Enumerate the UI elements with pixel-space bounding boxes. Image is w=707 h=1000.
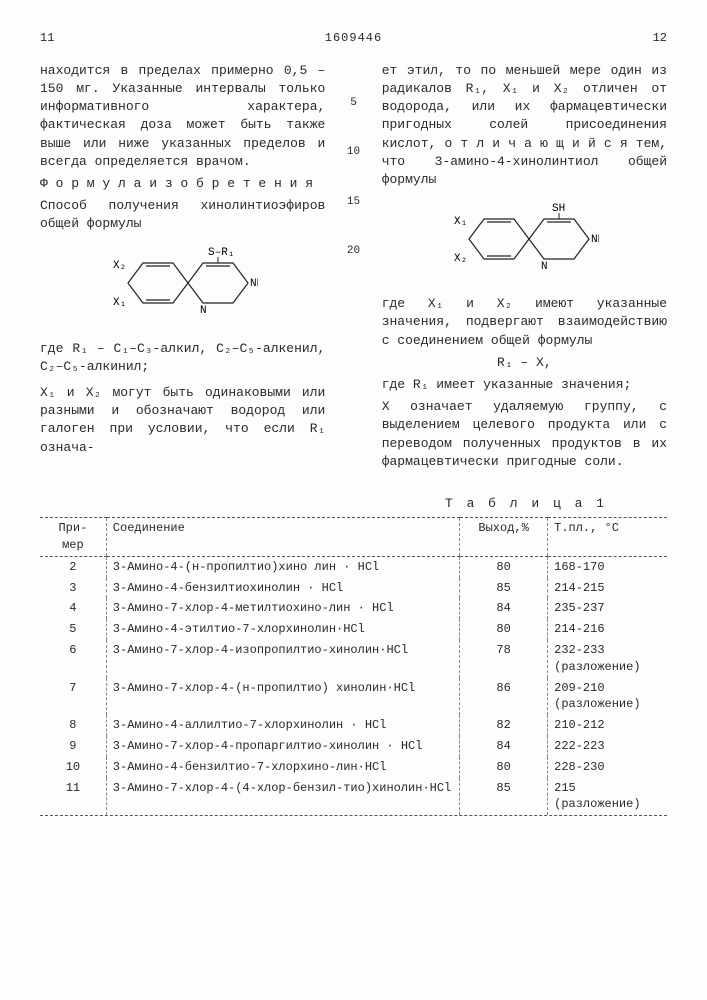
table-cell: 214-215 xyxy=(548,578,667,599)
structural-formula-2: X₁ X₂ SH NH₂ N xyxy=(382,199,667,285)
table-row: 63-Амино-7-хлор-4-изопропилтио-хинолин·H… xyxy=(40,640,667,678)
table-cell: 5 xyxy=(40,619,106,640)
table-cell: 2 xyxy=(40,556,106,577)
ln-10: 10 xyxy=(347,145,360,160)
th-yield: Выход,% xyxy=(460,518,548,557)
table-row: 83-Амино-4-аллилтио-7-хлорхинолин · HCl8… xyxy=(40,715,667,736)
table-1: При- мер Соединение Выход,% Т.пл., °С 23… xyxy=(40,517,667,815)
table-cell: 3-Амино-4-этилтио-7-хлорхинолин·HCl xyxy=(106,619,459,640)
claim-title: Ф о р м у л а и з о б р е т е н и я xyxy=(40,175,325,193)
mol2-n: N xyxy=(541,261,548,273)
table-cell: 80 xyxy=(460,556,548,577)
mol1-sr: S–R₁ xyxy=(208,247,234,259)
table-1-title: Т а б л и ц а 1 xyxy=(40,495,607,513)
table-cell: 3-Амино-4-бензилтио-7-хлорхино-лин·HCl xyxy=(106,757,459,778)
mol1-x2: X₂ xyxy=(113,260,126,272)
table-cell: 3-Амино-7-хлор-4-метилтиохино-лин · HCl xyxy=(106,598,459,619)
table-1-wrapper: Т а б л и ц а 1 При- мер Соединение Выхо… xyxy=(40,495,667,816)
ln-20: 20 xyxy=(347,244,360,259)
mol1-x1: X₁ xyxy=(113,297,126,309)
table-row: 93-Амино-7-хлор-4-пропаргилтио-хинолин ·… xyxy=(40,736,667,757)
left-where-1: где R₁ – C₁–C₃-алкил, C₂–C₅-алкенил, C₂–… xyxy=(40,340,325,376)
table-cell: 3-Амино-7-хлор-4-(4-хлор-бензил-тио)хино… xyxy=(106,778,459,816)
mol1-n: N xyxy=(200,305,207,317)
table-cell: 214-216 xyxy=(548,619,667,640)
table-cell: 3 xyxy=(40,578,106,599)
mol2-nh2: NH₂ xyxy=(591,234,599,246)
table-cell: 9 xyxy=(40,736,106,757)
mol2-x1: X₁ xyxy=(454,216,467,228)
table-row: 23-Амино-4-(н-пропилтио)хино лин · HCl80… xyxy=(40,556,667,577)
table-cell: 86 xyxy=(460,678,548,716)
page-num-left: 11 xyxy=(40,30,54,47)
table-body: 23-Амино-4-(н-пропилтио)хино лин · HCl80… xyxy=(40,556,667,815)
table-cell: 78 xyxy=(460,640,548,678)
right-where-2: где R₁ имеет указанные значения; xyxy=(382,376,667,394)
table-cell: 3-Амино-4-(н-пропилтио)хино лин · HCl xyxy=(106,556,459,577)
left-para-1: находится в пределах примерно 0,5 – 150 … xyxy=(40,62,325,171)
left-column: находится в пределах примерно 0,5 – 150 … xyxy=(40,62,325,475)
table-row: 43-Амино-7-хлор-4-метилтиохино-лин · HCl… xyxy=(40,598,667,619)
table-cell: 222-223 xyxy=(548,736,667,757)
mol1-nh2: NH₂ xyxy=(250,278,258,290)
table-cell: 3-Амино-4-аллилтио-7-хлорхинолин · HCl xyxy=(106,715,459,736)
table-cell: 82 xyxy=(460,715,548,736)
table-cell: 3-Амино-7-хлор-4-изопропилтио-хинолин·HC… xyxy=(106,640,459,678)
right-formula-r1x: R₁ – X, xyxy=(382,354,667,372)
right-where-1: где X₁ и X₂ имеют указанные значения, по… xyxy=(382,295,667,350)
left-para-2: Способ получения хинолинтиоэфиров общей … xyxy=(40,197,325,233)
table-cell: 7 xyxy=(40,678,106,716)
page-header: 11 1609446 12 xyxy=(40,30,667,47)
page-num-right: 12 xyxy=(653,30,667,47)
table-row: 113-Амино-7-хлор-4-(4-хлор-бензил-тио)хи… xyxy=(40,778,667,816)
table-header-row: При- мер Соединение Выход,% Т.пл., °С xyxy=(40,518,667,557)
table-cell: 8 xyxy=(40,715,106,736)
table-row: 103-Амино-4-бензилтио-7-хлорхино-лин·HCl… xyxy=(40,757,667,778)
table-cell: 232-233 (разложение) xyxy=(548,640,667,678)
table-cell: 11 xyxy=(40,778,106,816)
table-row: 73-Амино-7-хлор-4-(н-пропилтио) хинолин·… xyxy=(40,678,667,716)
table-cell: 84 xyxy=(460,736,548,757)
ln-5: 5 xyxy=(350,96,357,111)
th-compound: Соединение xyxy=(106,518,459,557)
table-cell: 209-210 (разложение) xyxy=(548,678,667,716)
right-where-3: X означает удаляемую группу, с выделение… xyxy=(382,398,667,471)
structural-formula-1: X₂ X₁ S–R₁ NH₂ N xyxy=(40,243,325,329)
table-cell: 3-Амино-7-хлор-4-пропаргилтио-хинолин · … xyxy=(106,736,459,757)
table-cell: 10 xyxy=(40,757,106,778)
mol2-x2: X₂ xyxy=(454,253,467,265)
table-cell: 80 xyxy=(460,757,548,778)
ln-15: 15 xyxy=(347,195,360,210)
table-cell: 228-230 xyxy=(548,757,667,778)
line-number-gutter: 5 10 15 20 xyxy=(345,62,361,475)
right-column: ет этил, то по меньшей мере один из ради… xyxy=(382,62,667,475)
table-row: 33-Амино-4-бензилтиохинолин · HCl85214-2… xyxy=(40,578,667,599)
table-cell: 3-Амино-4-бензилтиохинолин · HCl xyxy=(106,578,459,599)
th-mp: Т.пл., °С xyxy=(548,518,667,557)
two-column-body: находится в пределах примерно 0,5 – 150 … xyxy=(40,62,667,475)
table-cell: 6 xyxy=(40,640,106,678)
table-cell: 4 xyxy=(40,598,106,619)
right-para-1: ет этил, то по меньшей мере один из ради… xyxy=(382,62,667,189)
table-cell: 85 xyxy=(460,778,548,816)
table-row: 53-Амино-4-этилтио-7-хлорхинолин·HCl8021… xyxy=(40,619,667,640)
table-cell: 85 xyxy=(460,578,548,599)
th-example: При- мер xyxy=(40,518,106,557)
table-cell: 210-212 xyxy=(548,715,667,736)
table-cell: 3-Амино-7-хлор-4-(н-пропилтио) хинолин·H… xyxy=(106,678,459,716)
table-cell: 84 xyxy=(460,598,548,619)
table-cell: 235-237 xyxy=(548,598,667,619)
table-cell: 168-170 xyxy=(548,556,667,577)
patent-number: 1609446 xyxy=(325,30,382,47)
table-cell: 215 (разложение) xyxy=(548,778,667,816)
table-cell: 80 xyxy=(460,619,548,640)
left-where-2: X₁ и X₂ могут быть одинаковыми или разны… xyxy=(40,384,325,457)
